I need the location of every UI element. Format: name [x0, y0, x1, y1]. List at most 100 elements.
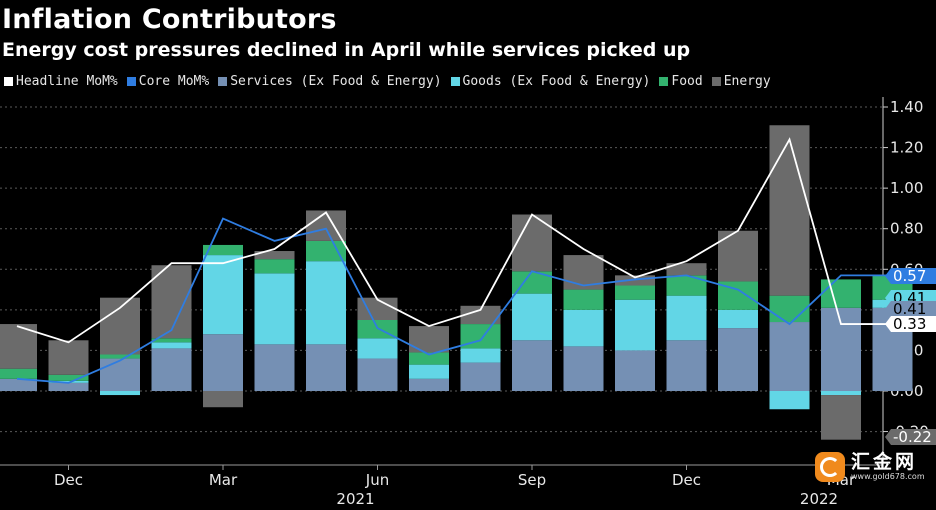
bar-segment-energy: [0, 324, 37, 369]
bar-segment-goods: [512, 293, 552, 341]
y-tick-label: 1.40: [890, 98, 923, 116]
value-tag: [885, 429, 936, 445]
bar-segment-services: [666, 340, 707, 391]
bar-segment-goods: [460, 348, 501, 363]
value-tag: [885, 316, 936, 332]
bar-segment-services: [203, 334, 243, 391]
x-tick-label: Dec: [54, 471, 83, 489]
legend-item-energy: Energy: [711, 74, 771, 89]
x-tick-label: Sep: [518, 471, 546, 489]
legend-swatch-food: [659, 77, 669, 86]
bar-segment-food: [769, 295, 810, 323]
bar-segment-energy: [203, 391, 243, 408]
x-year-label: 2021: [336, 490, 374, 508]
bar-segment-energy: [254, 251, 295, 260]
bar-segment-food: [100, 354, 140, 359]
watermark-logo: 汇金网 www.gold678.com: [815, 452, 925, 482]
bar-segment-goods: [100, 391, 140, 396]
bar-segment-energy: [409, 326, 449, 353]
legend-label-food: Food: [671, 74, 703, 89]
bar-segment-food: [48, 374, 89, 381]
bar-segment-energy: [100, 297, 140, 355]
legend-swatch-services: [218, 77, 228, 86]
bar-segment-services: [254, 344, 295, 391]
bar-segment-goods: [718, 309, 758, 329]
legend-item-goods: Goods (Ex Food & Energy): [450, 74, 650, 89]
bar-segment-goods: [821, 391, 861, 396]
y-tick-label: 1.00: [890, 179, 923, 197]
x-tick-label: Jun: [365, 471, 389, 489]
bar-segment-services: [615, 350, 655, 391]
bar-segment-services: [512, 340, 552, 391]
line-core: [16, 217, 893, 384]
legend-item-services: Services (Ex Food & Energy): [218, 74, 442, 89]
x-tick-label: Mar: [209, 471, 238, 489]
legend-label-energy: Energy: [723, 74, 771, 89]
bar-segment-food: [563, 289, 604, 310]
bar-segment-energy: [48, 340, 89, 375]
legend-swatch-energy: [711, 77, 721, 86]
value-tag: [885, 301, 936, 317]
bar-segment-energy: [821, 395, 861, 440]
bar-segment-food: [615, 285, 655, 300]
value-tag: [885, 268, 936, 284]
legend-swatch-headline: [4, 77, 13, 86]
bar-segment-food: [151, 338, 192, 343]
gold678-logo-icon: [815, 452, 845, 482]
bar-segment-services: [718, 328, 758, 391]
y-tick-label: 1.20: [890, 139, 923, 157]
bar-segment-services: [48, 382, 89, 391]
x-tick-label: Dec: [672, 471, 701, 489]
value-tag-label: 0.33: [893, 315, 926, 333]
bar-segment-energy: [769, 125, 810, 296]
legend-swatch-core: [126, 77, 136, 86]
bar-segment-services: [769, 322, 810, 391]
legend-item-food: Food: [659, 74, 703, 89]
bar-segment-goods: [666, 295, 707, 341]
legend-label-services: Services (Ex Food & Energy): [230, 74, 442, 89]
bar-segment-energy: [666, 263, 707, 276]
bar-segment-services: [151, 348, 192, 391]
bar-segment-goods: [615, 299, 655, 351]
bar-segment-services: [0, 378, 37, 391]
line-headline: [16, 137, 893, 344]
legend-label-core: Core MoM%: [138, 74, 210, 89]
bar-segment-energy: [357, 297, 398, 320]
bar-segment-goods: [254, 273, 295, 345]
y-tick-label: 0.80: [890, 220, 923, 238]
chart-title: Inflation Contributors: [2, 4, 337, 35]
bar-segment-food: [0, 368, 37, 379]
bar-segment-services: [460, 362, 501, 391]
bar-segment-goods: [151, 342, 192, 349]
bar-segment-food: [254, 259, 295, 274]
value-tag-label: -0.22: [893, 428, 932, 446]
bar-segment-energy: [460, 305, 501, 325]
legend-item-core: Core MoM%: [126, 74, 210, 89]
watermark-url: www.gold678.com: [851, 472, 925, 481]
bar-segment-goods: [409, 364, 449, 379]
value-tag-label: 0.57: [893, 267, 926, 285]
bar-segment-services: [409, 378, 449, 391]
watermark-name: 汇金网: [851, 451, 918, 473]
value-tag-label: 0.41: [893, 300, 926, 318]
legend-swatch-goods: [450, 77, 460, 86]
bar-segment-goods: [48, 380, 89, 383]
bar-segment-services: [357, 358, 398, 391]
bar-segment-services: [306, 344, 346, 391]
bar-segment-food: [409, 352, 449, 365]
bar-segment-services: [100, 358, 140, 391]
bar-segment-goods: [306, 261, 346, 345]
bar-segment-goods: [769, 391, 810, 410]
bar-segment-services: [821, 307, 861, 391]
legend-item-headline: Headline MoM%: [4, 74, 118, 89]
bar-segment-energy: [615, 275, 655, 286]
bar-segment-goods: [357, 338, 398, 359]
chart-subtitle: Energy cost pressures declined in April …: [2, 39, 691, 61]
bar-segment-goods: [203, 255, 243, 335]
legend-label-headline: Headline MoM%: [16, 74, 118, 89]
bar-segment-food: [203, 244, 243, 256]
bar-segment-food: [512, 271, 552, 294]
bar-segment-food: [306, 240, 346, 262]
bar-segment-food: [666, 275, 707, 296]
